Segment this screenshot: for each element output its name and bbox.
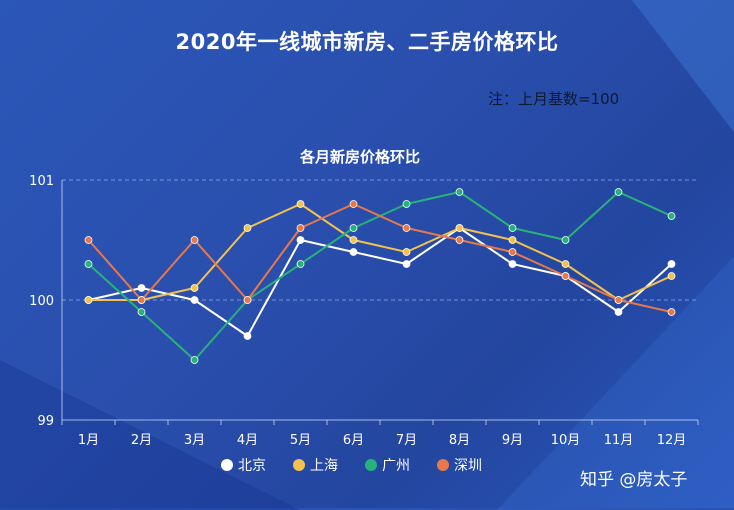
data-point: [190, 284, 199, 292]
data-point: [243, 332, 252, 340]
series-line-上海: [88, 203, 672, 301]
data-point: [84, 260, 93, 268]
legend-marker: [221, 459, 233, 471]
x-tick-label: 11月: [604, 433, 634, 448]
data-point: [296, 224, 305, 232]
data-point: [84, 296, 93, 304]
x-tick-label: 10月: [551, 433, 581, 448]
data-point: [455, 188, 464, 196]
legend-label: 北京: [238, 458, 266, 474]
x-tick-label: 7月: [396, 433, 417, 448]
data-point: [667, 260, 676, 268]
data-point: [84, 236, 93, 244]
data-point: [296, 200, 305, 208]
data-point: [614, 296, 623, 304]
data-point: [614, 188, 623, 196]
data-point: [561, 272, 570, 280]
data-point: [561, 260, 570, 268]
data-point: [508, 224, 517, 232]
data-point: [508, 236, 517, 244]
data-point: [243, 224, 252, 232]
data-point: [667, 212, 676, 220]
data-point: [190, 236, 199, 244]
legend-item[interactable]: 上海: [293, 458, 338, 474]
data-point: [137, 284, 146, 292]
data-point: [402, 260, 411, 268]
data-point: [402, 224, 411, 232]
data-point: [402, 200, 411, 208]
data-point: [455, 236, 464, 244]
x-tick-label: 5月: [290, 433, 311, 448]
series-line-深圳: [87, 203, 672, 313]
data-point: [190, 296, 199, 304]
x-tick-label: 12月: [657, 433, 687, 448]
data-point: [190, 356, 199, 364]
y-tick-label: 100: [29, 294, 54, 309]
data-point: [137, 308, 146, 316]
axes: 99 100 101 1月 2月 3月 4月 5月 6月 7月 8月 9月 10月 11月 12月: [29, 174, 699, 448]
data-point: [243, 296, 252, 304]
x-tick-label: 4月: [237, 433, 258, 448]
data-point: [296, 260, 305, 268]
data-point: [508, 248, 517, 256]
x-tick-label: 8月: [449, 433, 470, 448]
data-point: [667, 272, 676, 280]
data-point: [561, 236, 570, 244]
series-lines: [84, 188, 676, 364]
legend[interactable]: 北京 上海 广州 深圳: [221, 458, 482, 474]
page-title: 2020年一线城市新房、二手房价格环比: [175, 30, 559, 54]
legend-label: 广州: [382, 458, 410, 474]
legend-marker: [365, 459, 377, 471]
base-note: 注：上月基数=100: [488, 90, 620, 108]
data-point: [614, 308, 623, 316]
data-point: [455, 224, 464, 232]
data-point: [667, 308, 676, 316]
grid: [62, 179, 698, 301]
series-line-北京: [88, 227, 673, 337]
x-tick-label: 1月: [78, 433, 99, 448]
legend-item[interactable]: 广州: [365, 458, 410, 474]
legend-label: 深圳: [454, 458, 482, 474]
legend-label: 上海: [310, 458, 338, 474]
watermark: 知乎 @房太子: [580, 470, 688, 490]
data-point: [349, 236, 358, 244]
y-tick-label: 99: [37, 414, 54, 429]
legend-item[interactable]: 北京: [221, 458, 266, 474]
data-point: [349, 224, 358, 232]
x-tick-label: 3月: [184, 433, 205, 448]
data-point: [296, 236, 305, 244]
chart-title: 各月新房价格环比: [299, 148, 420, 166]
data-point: [402, 248, 411, 256]
y-tick-label: 101: [29, 174, 54, 189]
x-tick-label: 9月: [502, 433, 523, 448]
data-point: [508, 260, 517, 268]
x-tick-label: 2月: [131, 433, 152, 448]
legend-marker: [293, 459, 305, 471]
x-tick-label: 6月: [343, 433, 364, 448]
data-point: [349, 200, 358, 208]
data-point: [349, 248, 358, 256]
legend-item[interactable]: 深圳: [437, 458, 482, 474]
legend-marker: [437, 459, 449, 471]
data-point: [137, 296, 146, 304]
